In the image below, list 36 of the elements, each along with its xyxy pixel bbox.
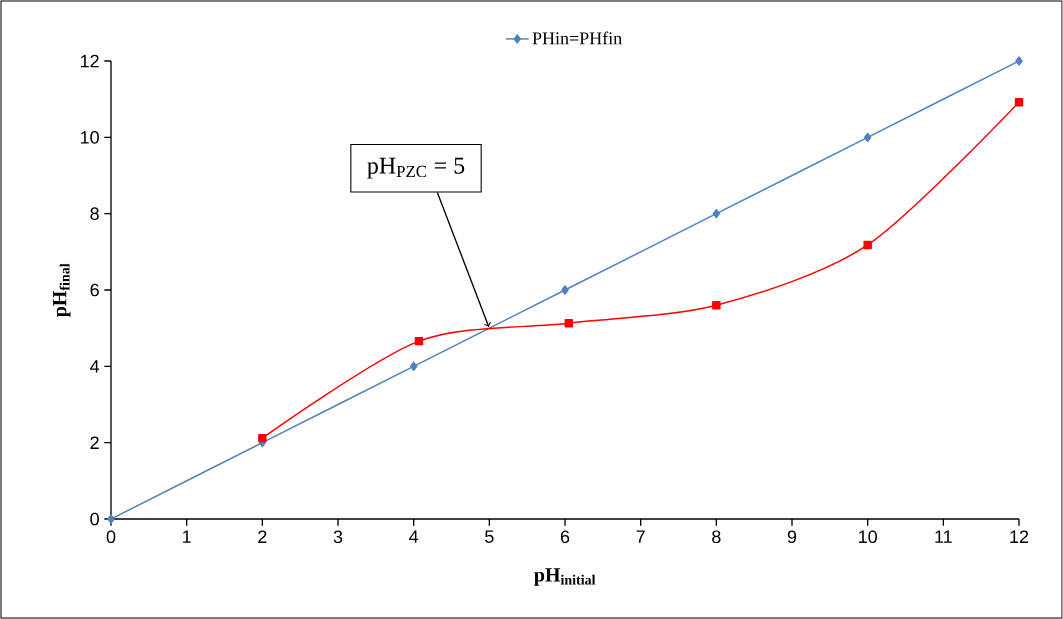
- x-tick-label: 8: [712, 530, 721, 544]
- point: [863, 132, 872, 143]
- y-tick-label: 2: [90, 436, 99, 449]
- x-tick-label: 11: [935, 530, 952, 543]
- y-tick-label: 6: [90, 283, 99, 297]
- point: [712, 208, 721, 219]
- point: [1015, 56, 1023, 66]
- x-tick-label: 10: [859, 530, 877, 544]
- x-tick-label: 2: [258, 530, 267, 543]
- annotation: pH$_{PZC}$ = 5: [367, 157, 465, 179]
- point: [409, 361, 418, 372]
- point: [414, 336, 424, 346]
- x-tick-label: 6: [560, 530, 570, 544]
- point: [863, 240, 872, 250]
- point: [107, 514, 115, 524]
- x-tick-label: 3: [333, 530, 343, 544]
- x-axis-title: pH$_{initial}$: [534, 568, 596, 586]
- point: [1014, 98, 1024, 107]
- y-axis-title: pH$_{final}$: [53, 263, 71, 318]
- legend-label: PHin=PHfin: [532, 31, 622, 45]
- x-tick-label: 4: [409, 530, 419, 543]
- point: [564, 319, 573, 328]
- x-tick-label: 1: [183, 530, 191, 543]
- point: [561, 285, 569, 295]
- y-tick-label: 0: [90, 512, 99, 526]
- point: [258, 433, 267, 443]
- x-tick-label: 12: [1010, 530, 1029, 543]
- y-tick-label: 12: [80, 54, 99, 68]
- y-tick-label: 10: [80, 130, 99, 144]
- point: [712, 301, 721, 310]
- x-tick-label: 7: [636, 530, 645, 543]
- y-tick-label: 4: [90, 360, 100, 373]
- x-tick-label: 0: [106, 530, 116, 544]
- y-tick-label: 8: [90, 207, 99, 221]
- x-tick-label: 5: [485, 530, 494, 543]
- x-tick-label: 9: [787, 530, 797, 544]
